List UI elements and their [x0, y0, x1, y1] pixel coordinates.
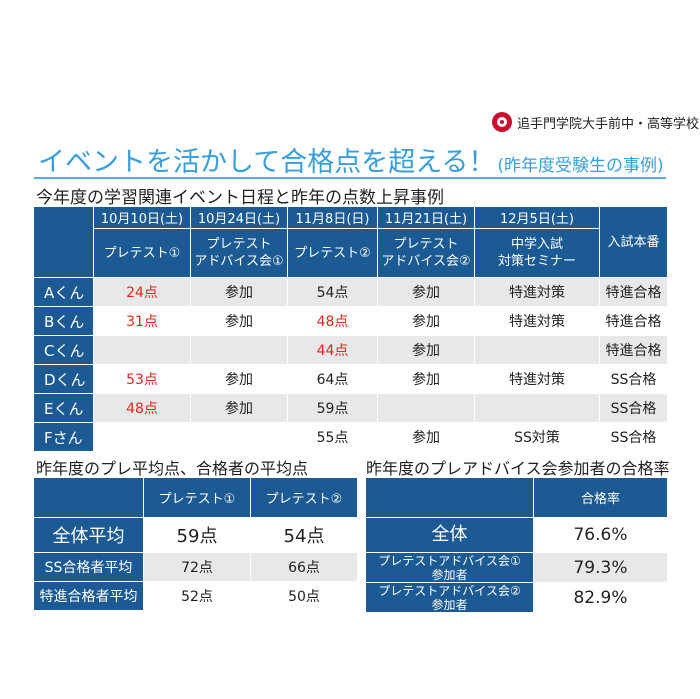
title-underline	[34, 177, 666, 179]
advice2-cell: 参加	[377, 277, 475, 307]
advice2-cell: 参加	[377, 364, 475, 394]
table-row: Cくん 44点 参加 特進合格	[33, 335, 668, 365]
student-name: Bくん	[33, 306, 94, 336]
pretest2-cell: 55点	[287, 422, 378, 452]
advice1-cell: 参加	[190, 277, 288, 307]
advice1-cell: 参加	[190, 364, 288, 394]
col-header: プレテスト②	[250, 477, 358, 518]
student-name: Fさん	[33, 422, 94, 452]
advice1-cell: 参加	[190, 306, 288, 336]
advice1-cell	[190, 422, 288, 452]
corner-cell	[33, 477, 144, 518]
corner-cell	[365, 477, 534, 518]
student-name: Eくん	[33, 393, 94, 423]
advice2-cell: 参加	[377, 422, 475, 452]
school-name: 追手門学院大手前中・高等学校	[517, 116, 700, 132]
row-label: 全体平均	[33, 517, 144, 553]
result-cell: 特進合格	[599, 277, 668, 307]
date-header: 11月8日(日)	[287, 206, 378, 229]
pass-rate-heading: 昨年度のプレアドバイス会参加者の合格率	[366, 459, 670, 478]
result-cell: SS合格	[599, 393, 668, 423]
row-label: SS合格者平均	[33, 552, 144, 582]
student-name: Cくん	[33, 335, 94, 365]
row-label: 特進合格者平均	[33, 581, 144, 611]
pass-rate-value: 82.9%	[533, 582, 668, 613]
student-name: Aくん	[33, 277, 94, 307]
seminar-cell	[474, 335, 600, 365]
result-cell: 特進合格	[599, 335, 668, 365]
date-header: 11月21日(土)	[377, 206, 475, 229]
date-header: 10月24日(土)	[190, 206, 288, 229]
table-row: Dくん 53点 参加 64点 参加 特進対策 SS合格	[33, 364, 668, 394]
pass-rate-value: 79.3%	[533, 552, 668, 583]
result-cell: SS合格	[599, 422, 668, 452]
col-header: プレテスト①	[143, 477, 251, 518]
pretest1-cell: 48点	[93, 393, 191, 423]
pretest2-cell: 64点	[287, 364, 378, 394]
table-row: Aくん 24点 参加 54点 参加 特進対策 特進合格	[33, 277, 668, 307]
table-row: Bくん 31点 参加 48点 参加 特進対策 特進合格	[33, 306, 668, 336]
seminar-cell: SS対策	[474, 422, 600, 452]
average-value: 72点	[143, 552, 251, 582]
pretest1-cell: 31点	[93, 306, 191, 336]
pretest1-cell: 53点	[93, 364, 191, 394]
table-row: Fさん 55点 参加 SS対策 SS合格	[33, 422, 668, 452]
event-header: プレテスト②	[287, 228, 378, 278]
pretest2-cell: 54点	[287, 277, 378, 307]
seminar-cell	[474, 393, 600, 423]
row-label: 全体	[365, 517, 534, 553]
average-value: 52点	[143, 581, 251, 611]
average-value: 59点	[143, 517, 251, 553]
col-header: 合格率	[533, 477, 668, 518]
average-value: 66点	[250, 552, 358, 582]
averages-table: プレテスト① プレテスト② 全体平均 59点 54点 SS合格者平均 72点 6…	[33, 477, 358, 611]
seminar-cell: 特進対策	[474, 306, 600, 336]
seminar-cell: 特進対策	[474, 277, 600, 307]
table-row: Eくん 48点 参加 59点 SS合格	[33, 393, 668, 423]
advice2-cell: 参加	[377, 335, 475, 365]
title-main: イベントを活かして合格点を超える！	[38, 147, 496, 178]
title-subtitle: (昨年度受験生の事例)	[497, 156, 664, 176]
page-title: イベントを活かして合格点を超える！ (昨年度受験生の事例)	[38, 140, 664, 179]
student-name: Dくん	[33, 364, 94, 394]
result-cell: SS合格	[599, 364, 668, 394]
pretest1-cell: 24点	[93, 277, 191, 307]
pretest1-cell	[93, 422, 191, 452]
advice2-cell	[377, 393, 475, 423]
result-header: 入試本番	[599, 206, 668, 278]
pretest2-cell: 48点	[287, 306, 378, 336]
corner-cell	[33, 206, 94, 278]
row-label: プレテストアドバイス会① 参加者	[365, 552, 534, 583]
school-logo: 追手門学院大手前中・高等学校	[492, 112, 699, 132]
advice2-cell: 参加	[377, 306, 475, 336]
pass-rate-table: 合格率 全体 76.6% プレテストアドバイス会① 参加者 79.3% プレテス…	[365, 477, 668, 613]
pretest1-cell	[93, 335, 191, 365]
date-header: 12月5日(土)	[474, 206, 600, 229]
event-header: 中学入試 対策セミナー	[474, 228, 600, 278]
result-cell: 特進合格	[599, 306, 668, 336]
event-header: プレテスト①	[93, 228, 191, 278]
schedule-heading: 今年度の学習関連イベント日程と昨年の点数上昇事例	[36, 188, 444, 208]
date-header: 10月10日(土)	[93, 206, 191, 229]
pretest2-cell: 44点	[287, 335, 378, 365]
event-header: プレテスト アドバイス会①	[190, 228, 288, 278]
averages-heading: 昨年度のプレ平均点、合格者の平均点	[36, 459, 309, 478]
average-value: 54点	[250, 517, 358, 553]
schedule-table: 10月10日(土) 10月24日(土) 11月8日(日) 11月21日(土) 1…	[33, 206, 668, 452]
row-label: プレテストアドバイス会② 参加者	[365, 582, 534, 613]
event-header: プレテスト アドバイス会②	[377, 228, 475, 278]
advice1-cell	[190, 335, 288, 365]
school-crest-icon	[492, 112, 512, 132]
average-value: 50点	[250, 581, 358, 611]
advice1-cell: 参加	[190, 393, 288, 423]
pretest2-cell: 59点	[287, 393, 378, 423]
pass-rate-value: 76.6%	[533, 517, 668, 553]
seminar-cell: 特進対策	[474, 364, 600, 394]
